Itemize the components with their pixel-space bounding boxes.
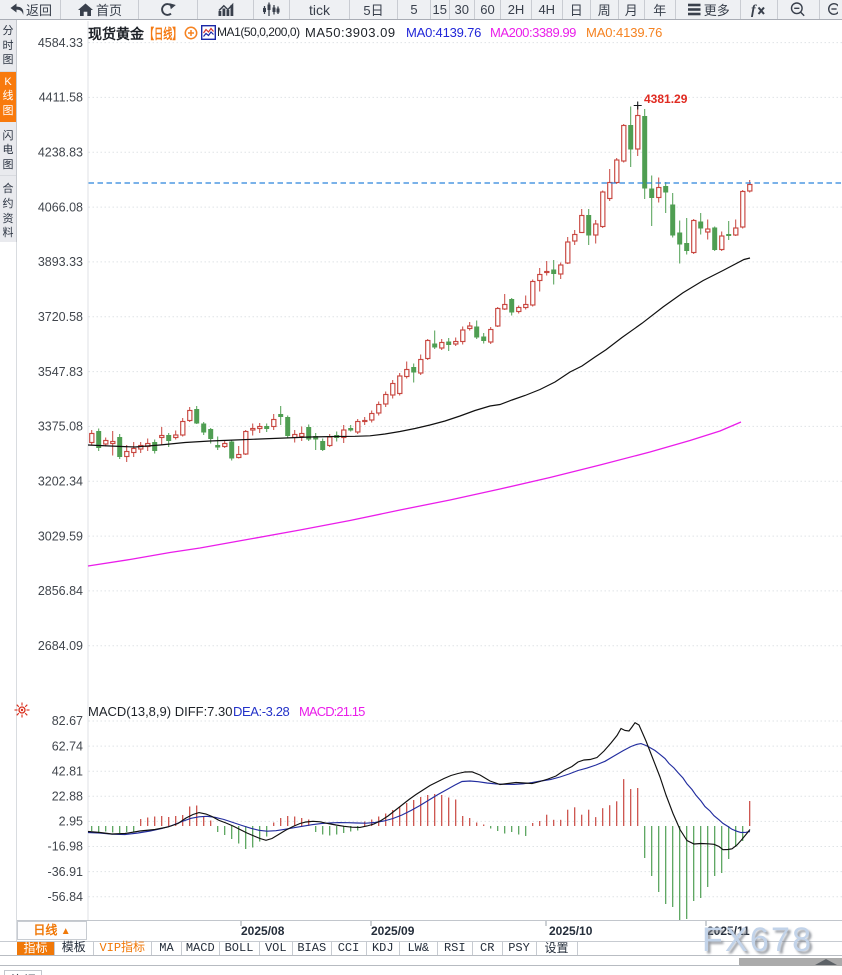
- svg-text:4066.08: 4066.08: [38, 200, 83, 214]
- svg-text:4584.33: 4584.33: [38, 36, 83, 50]
- svg-text:4381.29: 4381.29: [644, 92, 688, 106]
- svg-text:3720.58: 3720.58: [38, 310, 83, 324]
- svg-text:3547.83: 3547.83: [38, 365, 83, 379]
- svg-text:3202.34: 3202.34: [38, 475, 83, 489]
- svg-text:-56.84: -56.84: [48, 890, 83, 904]
- svg-text:3029.59: 3029.59: [38, 529, 83, 543]
- svg-text:2.95: 2.95: [59, 815, 83, 829]
- svg-text:3893.33: 3893.33: [38, 255, 83, 269]
- svg-text:4411.58: 4411.58: [39, 91, 83, 105]
- svg-text:82.67: 82.67: [52, 714, 83, 728]
- svg-text:2856.84: 2856.84: [38, 584, 83, 598]
- svg-text:-16.98: -16.98: [48, 840, 83, 854]
- svg-text:3375.08: 3375.08: [38, 420, 83, 434]
- svg-text:-36.91: -36.91: [48, 865, 83, 879]
- svg-text:2684.09: 2684.09: [38, 639, 83, 653]
- svg-text:4238.83: 4238.83: [38, 146, 83, 160]
- svg-text:62.74: 62.74: [52, 739, 83, 753]
- svg-text:22.88: 22.88: [52, 790, 83, 804]
- svg-text:42.81: 42.81: [52, 764, 83, 778]
- svg-text:f: f: [751, 3, 757, 17]
